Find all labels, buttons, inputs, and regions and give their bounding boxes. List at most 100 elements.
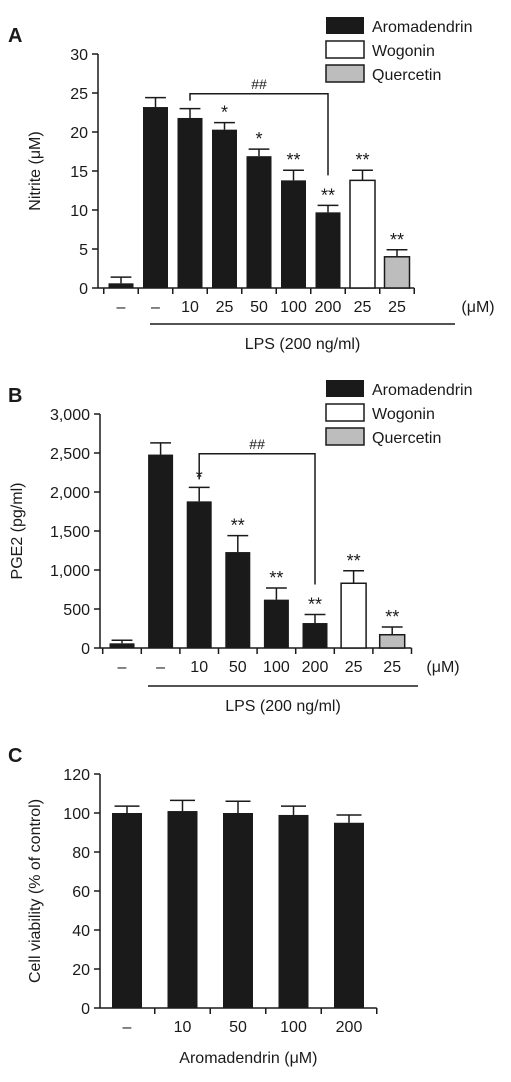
x-category-label-c: 100 xyxy=(280,1019,307,1036)
x-category-label-a: 25 xyxy=(216,299,234,316)
bar-a xyxy=(315,212,341,288)
chart-panel-c: 0 20 40 60 80 100 120 Cell viability (% of cont… xyxy=(27,767,378,1067)
legend-a-label-aromadendrin: Aromadendrin xyxy=(372,19,473,36)
legend-a: Aromadendrin Wogonin Quercetin xyxy=(325,17,473,84)
x-category-label-a: 100 xyxy=(280,299,307,316)
y-tick-label-c: 120 xyxy=(63,767,90,784)
x-category-label-a: 25 xyxy=(354,299,372,316)
x-category-label-b: – xyxy=(118,659,127,676)
significance-a: * xyxy=(221,103,228,123)
group-label-b: LPS (200 ng/ml) xyxy=(225,698,341,715)
panel-label-c: C xyxy=(8,745,22,767)
legend-b-swatch-aromadendrin xyxy=(326,380,364,397)
chart-panel-a: 0 5 10 15 20 25 30 Nitrite (μM) – – 10 * 25 * 50 ** 100 *… xyxy=(27,47,495,353)
x-category-label-b: 25 xyxy=(383,659,401,676)
legend-a-label-wogonin: Wogonin xyxy=(372,43,435,60)
y-tick-label-b: 3,000 xyxy=(50,407,90,424)
significance-b: ** xyxy=(231,516,245,536)
y-tick-label-a: 10 xyxy=(70,203,88,220)
x-category-label-c: 50 xyxy=(229,1019,247,1036)
y-tick-label-b: 1,500 xyxy=(50,524,90,541)
x-category-label-b: 50 xyxy=(229,659,247,676)
x-category-label-b: 10 xyxy=(190,659,208,676)
x-category-label-b: 200 xyxy=(302,659,329,676)
bar-b xyxy=(225,552,251,648)
significance-a: * xyxy=(255,129,262,149)
y-tick-label-c: 60 xyxy=(72,884,90,901)
y-tick-label-a: 0 xyxy=(79,281,88,298)
bar-b xyxy=(109,643,135,648)
group-label-a: LPS (200 ng/ml) xyxy=(245,336,361,353)
y-tick-label-c: 40 xyxy=(72,923,90,940)
comparison-bracket-a xyxy=(189,93,329,176)
bar-a xyxy=(177,117,203,289)
x-category-label-c: – xyxy=(123,1019,132,1036)
bar-c xyxy=(112,813,142,1008)
significance-b: ** xyxy=(269,568,283,588)
x-category-label-a: 200 xyxy=(315,299,342,316)
y-tick-label-c: 100 xyxy=(63,806,90,823)
legend-a-label-quercetin: Quercetin xyxy=(372,67,441,84)
y-tick-label-b: 2,000 xyxy=(50,485,90,502)
panel-label-a: A xyxy=(8,25,22,47)
x-unit-label-b: (μM) xyxy=(426,659,459,676)
legend-a-swatch-aromadendrin xyxy=(326,17,364,34)
comparison-bracket-label-a: ## xyxy=(251,76,267,92)
y-tick-label-a: 20 xyxy=(70,125,88,142)
y-tick-label-b: 1,000 xyxy=(50,563,90,580)
bar-b xyxy=(148,454,174,648)
bar-b xyxy=(340,582,367,649)
chart-panel-b: 0 500 1,000 1,500 2,000 2,500 3,000 PGE2 (pg/ml… xyxy=(9,407,460,715)
x-axis-label-c: Aromadendrin (μM) xyxy=(179,1050,317,1067)
legend-a-swatch-wogonin xyxy=(325,40,365,59)
x-category-label-a: 10 xyxy=(181,299,199,316)
legend-b-label-quercetin: Quercetin xyxy=(372,430,441,447)
panel-label-b: B xyxy=(8,385,22,407)
x-category-label-b: – xyxy=(156,659,165,676)
x-category-label-b: 25 xyxy=(345,659,363,676)
x-category-label-c: 10 xyxy=(174,1019,192,1036)
x-category-label-a: – xyxy=(117,299,126,316)
legend-b-label-aromadendrin: Aromadendrin xyxy=(372,382,473,399)
bar-b xyxy=(186,501,212,648)
bar-c xyxy=(334,822,364,1008)
y-tick-label-a: 25 xyxy=(70,86,88,103)
y-axis-label-a: Nitrite (μM) xyxy=(27,131,44,210)
significance-b: ** xyxy=(347,551,361,571)
bar-a xyxy=(281,180,306,288)
y-tick-label-a: 15 xyxy=(70,164,88,181)
bar-b xyxy=(378,633,406,649)
x-category-label-b: 100 xyxy=(263,659,290,676)
y-axis-label-c: Cell viability (% of control) xyxy=(27,799,44,983)
bar-b xyxy=(263,599,289,648)
y-tick-label-c: 80 xyxy=(72,845,90,862)
bar-a xyxy=(349,179,376,289)
significance-b: ** xyxy=(385,607,399,627)
y-tick-label-a: 30 xyxy=(70,47,88,64)
bar-a xyxy=(108,283,134,288)
bar-c xyxy=(278,814,309,1008)
significance-a: ** xyxy=(355,150,369,170)
y-tick-label-b: 2,500 xyxy=(50,446,90,463)
bar-a xyxy=(246,156,272,288)
bar-a xyxy=(143,107,168,288)
significance-a: ** xyxy=(390,230,404,250)
bar-b xyxy=(302,623,328,648)
legend-b: Aromadendrin Wogonin Quercetin xyxy=(325,380,473,447)
y-tick-label-c: 20 xyxy=(72,962,90,979)
y-tick-label-c: 0 xyxy=(81,1001,90,1018)
comparison-bracket-label-b: ## xyxy=(249,436,265,452)
comparison-bracket-b xyxy=(198,453,316,585)
x-unit-label-a: (μM) xyxy=(461,299,494,316)
bar-a xyxy=(383,256,411,289)
bar-c xyxy=(223,813,253,1008)
y-axis-label-b: PGE2 (pg/ml) xyxy=(9,483,26,580)
legend-b-swatch-quercetin xyxy=(325,427,365,446)
legend-b-label-wogonin: Wogonin xyxy=(372,406,435,423)
x-category-label-c: 200 xyxy=(336,1019,363,1036)
significance-a: ** xyxy=(286,150,300,170)
legend-a-swatch-quercetin xyxy=(325,64,365,83)
bar-c xyxy=(167,811,198,1008)
x-category-label-a: 50 xyxy=(250,299,268,316)
